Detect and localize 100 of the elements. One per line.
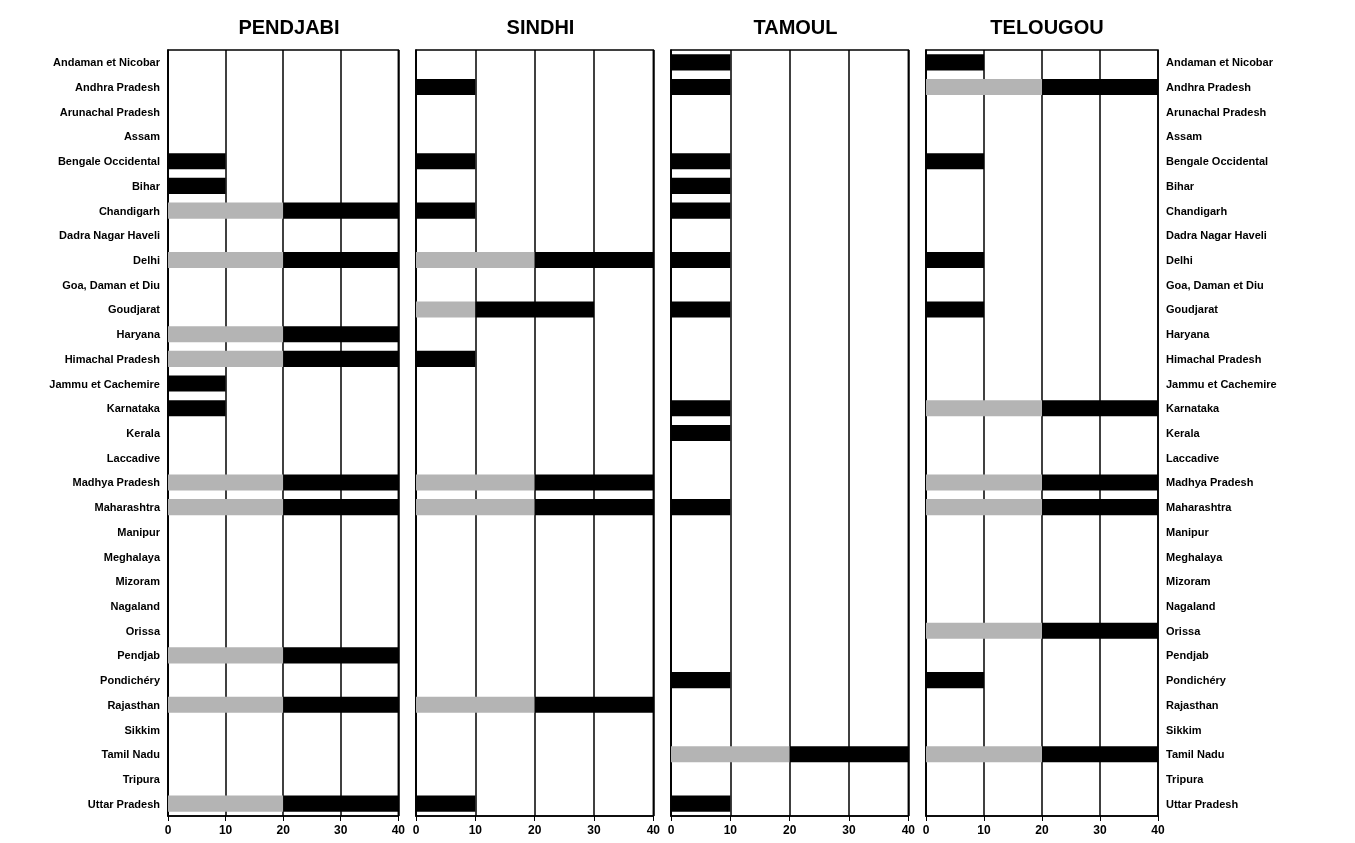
- x-tick-label: 20: [782, 823, 797, 837]
- bar: [168, 647, 284, 664]
- y-tick-label: Dadra Nagar Haveli: [59, 229, 160, 242]
- bar: [416, 696, 535, 713]
- y-tick-label: Nagaland: [1166, 599, 1216, 612]
- x-tick-label: 0: [667, 823, 675, 837]
- bar: [416, 252, 535, 269]
- y-tick-label: Nagaland: [110, 599, 160, 612]
- bar: [926, 622, 1042, 639]
- x-tick-label: 40: [901, 823, 916, 837]
- y-tick-label: Dadra Nagar Haveli: [1166, 229, 1267, 242]
- y-tick-label: Delhi: [133, 254, 160, 267]
- x-tick-label: 20: [276, 823, 291, 837]
- x-tick-label: 0: [922, 823, 930, 837]
- y-tick-label: Maharashtra: [1166, 501, 1233, 514]
- bar: [926, 746, 1042, 763]
- x-tick-label: 10: [218, 823, 233, 837]
- y-tick-label: Bengale Occidental: [1166, 155, 1269, 168]
- y-tick-label: Arunachal Pradesh: [59, 105, 161, 118]
- y-tick-label: Andaman et Nicobar: [1166, 56, 1274, 69]
- y-tick-label: Bengale Occidental: [57, 155, 160, 168]
- y-tick-label: Goa, Daman et Diu: [1166, 278, 1264, 291]
- bar: [168, 202, 284, 219]
- y-tick-label: Rajasthan: [1166, 698, 1219, 711]
- y-tick-label: Chandigarh: [98, 204, 161, 217]
- y-tick-label: Kerala: [1166, 427, 1201, 439]
- y-tick-label: Laccadive: [106, 451, 160, 464]
- y-tick-label: Meghalaya: [1166, 550, 1224, 563]
- y-tick-label: Tamil Nadu: [1166, 748, 1225, 761]
- y-tick-label: Pendjab: [117, 649, 161, 662]
- y-tick-label: Sikkim: [124, 723, 161, 736]
- bar: [416, 474, 535, 491]
- x-tick-label: 30: [842, 823, 856, 837]
- y-tick-label: Haryana: [116, 328, 161, 341]
- y-tick-label: Himachal Pradesh: [64, 352, 161, 365]
- y-tick-label: Haryana: [1166, 328, 1211, 341]
- bar: [168, 795, 284, 812]
- bar: [926, 474, 1042, 491]
- bar: [671, 746, 790, 763]
- y-tick-label: Delhi: [1166, 254, 1193, 267]
- x-tick-label: 30: [1093, 823, 1107, 837]
- y-tick-label: Goudjarat: [1166, 303, 1219, 316]
- y-tick-label: Andhra Pradesh: [1166, 81, 1252, 94]
- x-tick-label: 10: [723, 823, 738, 837]
- y-tick-label: Karnataka: [1166, 402, 1221, 415]
- y-tick-label: Rajasthan: [107, 698, 161, 711]
- y-tick-label: Manipur: [117, 525, 161, 538]
- x-tick-label: 40: [646, 823, 661, 837]
- bar: [926, 499, 1042, 516]
- y-tick-label: Assam: [1166, 130, 1203, 143]
- x-tick-label: 40: [1151, 823, 1165, 837]
- bar: [168, 474, 284, 491]
- bar: [168, 350, 284, 367]
- y-tick-label: Sikkim: [1166, 723, 1202, 736]
- y-tick-label: Bihar: [131, 179, 161, 192]
- y-tick-label: Chandigarh: [1166, 204, 1228, 217]
- y-tick-label: Himachal Pradesh: [1166, 352, 1262, 365]
- chart-title: TELOUGOU: [990, 16, 1104, 38]
- y-tick-label: Jammu et Cachemire: [49, 377, 160, 390]
- bar: [416, 301, 476, 318]
- y-tick-label: Pondichéry: [1166, 674, 1227, 687]
- x-tick-label: 20: [1035, 823, 1049, 837]
- y-tick-label: Uttar Pradesh: [1166, 797, 1239, 810]
- x-tick-label: 10: [977, 823, 991, 837]
- bar: [168, 326, 284, 343]
- y-tick-label: Arunachal Pradesh: [1166, 105, 1267, 118]
- y-tick-label: Karnataka: [106, 402, 161, 415]
- x-tick-label: 20: [527, 823, 542, 837]
- bar: [168, 252, 284, 269]
- bar: [168, 696, 284, 713]
- x-tick-label: 10: [468, 823, 483, 837]
- y-tick-label: Goa, Daman et Diu: [62, 278, 160, 291]
- y-tick-label: Uttar Pradesh: [87, 797, 161, 810]
- y-tick-label: Pendjab: [1166, 649, 1210, 662]
- y-tick-label: Mizoram: [115, 575, 161, 588]
- bar: [926, 400, 1042, 417]
- y-tick-label: Madhya Pradesh: [1166, 476, 1254, 489]
- y-tick-label: Maharashtra: [94, 501, 161, 514]
- y-tick-label: Pondichéry: [100, 674, 161, 687]
- y-tick-label: Orissa: [125, 624, 161, 637]
- y-tick-label: Tripura: [1166, 772, 1205, 785]
- y-tick-label: Tripura: [122, 772, 161, 785]
- y-tick-label: Jammu et Cachemire: [1166, 377, 1277, 390]
- x-tick-label: 30: [587, 823, 601, 837]
- y-tick-label: Kerala: [126, 427, 161, 439]
- y-tick-label: Andaman et Nicobar: [53, 56, 161, 69]
- y-tick-label: Tamil Nadu: [101, 748, 160, 761]
- bar: [168, 499, 284, 516]
- x-tick-label: 0: [412, 823, 420, 837]
- bar: [926, 79, 1042, 96]
- chart-title: SINDHI: [506, 16, 575, 38]
- chart-title: TAMOUL: [753, 16, 838, 38]
- x-tick-label: 30: [334, 823, 348, 837]
- y-tick-label: Mizoram: [1166, 575, 1211, 588]
- y-tick-label: Manipur: [1166, 525, 1210, 538]
- y-tick-label: Laccadive: [1166, 451, 1220, 464]
- x-tick-label: 40: [391, 823, 406, 837]
- y-tick-label: Madhya Pradesh: [72, 476, 161, 489]
- y-tick-label: Orissa: [1166, 624, 1202, 637]
- bar: [416, 499, 535, 516]
